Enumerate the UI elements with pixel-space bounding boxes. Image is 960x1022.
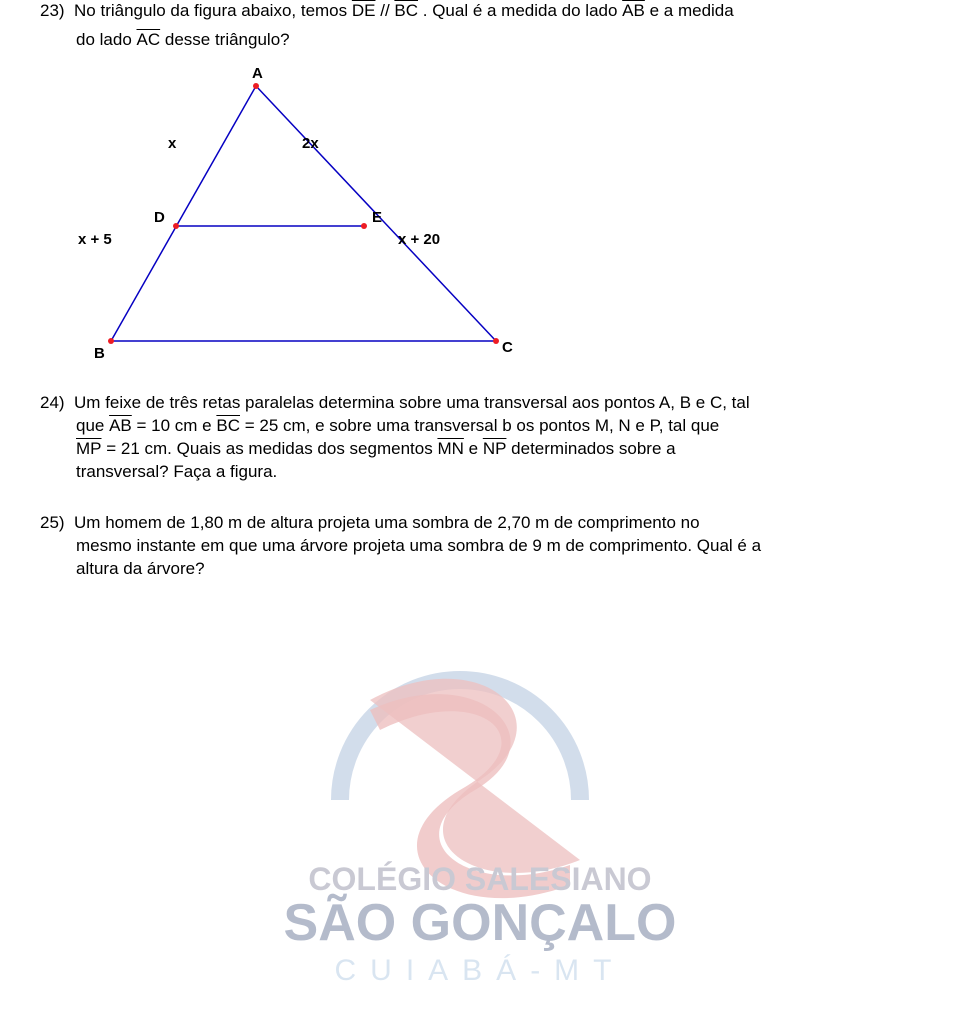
q25-block: 25) Um homem de 1,80 m de altura projeta…	[40, 512, 920, 581]
seg-BC: BC	[394, 0, 418, 23]
q24-l2a: que	[76, 416, 109, 435]
q25-l3: altura da árvore?	[76, 559, 205, 578]
q24-line4: transversal? Faça a figura.	[40, 461, 920, 484]
q25-l1: Um homem de 1,80 m de altura projeta uma…	[74, 513, 700, 532]
q23-text-d: e a medida	[650, 1, 734, 20]
q24-line2: que AB = 10 cm e BC = 25 cm, e sobre uma…	[40, 415, 920, 438]
q25-line2: mesmo instante em que uma árvore projeta…	[40, 535, 920, 558]
wm-line3: CUIABÁ-MT	[335, 954, 626, 987]
q23-line2: do lado AC desse triângulo?	[40, 29, 920, 52]
triangle-figure: A B C D E x 2x x + 5 x + 20	[76, 66, 536, 366]
q25-line1: 25) Um homem de 1,80 m de altura projeta…	[40, 512, 920, 535]
seg-MN: MN	[437, 438, 463, 461]
q24-block: 24) Um feixe de três retas paralelas det…	[40, 392, 920, 484]
q23-text-c: . Qual é a medida do lado	[423, 1, 622, 20]
label-D: D	[154, 209, 165, 226]
q23-line1: 23) No triângulo da figura abaixo, temos…	[40, 0, 920, 23]
vertex-D-dot	[173, 223, 179, 229]
vertex-E-dot	[361, 223, 367, 229]
q24-number: 24)	[40, 393, 65, 412]
q24-l3b: = 21 cm. Quais as medidas dos segmentos	[106, 439, 437, 458]
edge-AB	[111, 86, 256, 341]
q23-text-f: desse triângulo?	[165, 30, 290, 49]
q23-text-a: No triângulo da figura abaixo, temos	[74, 1, 352, 20]
watermark-svg: COLÉGIO SALESIANO SÃO GONÇALO CUIABÁ-MT	[220, 590, 740, 1010]
q25-l2: mesmo instante em que uma árvore projeta…	[76, 536, 761, 555]
label-B: B	[94, 345, 105, 362]
q25-number: 25)	[40, 513, 65, 532]
q24-l3c: e	[469, 439, 483, 458]
seg-AC: AC	[137, 29, 161, 52]
wm-line2: SÃO GONÇALO	[284, 893, 677, 952]
label-x: x	[168, 135, 177, 152]
seg-NP: NP	[483, 438, 507, 461]
q24-l1: Um feixe de três retas paralelas determi…	[74, 393, 750, 412]
q23-text-b: //	[380, 1, 394, 20]
label-2x: 2x	[302, 135, 319, 152]
q23-number: 23)	[40, 1, 65, 20]
q24-l2c: = 25 cm, e sobre uma transversal b os po…	[245, 416, 720, 435]
q23-text-e: do lado	[76, 30, 137, 49]
seg-AB: AB	[622, 0, 645, 23]
seg-MP: MP	[76, 438, 102, 461]
page-content: 23) No triângulo da figura abaixo, temos…	[0, 0, 960, 580]
label-xp5: x + 5	[78, 231, 112, 248]
q24-l4: transversal? Faça a figura.	[76, 462, 277, 481]
q24-l2b: = 10 cm e	[137, 416, 217, 435]
seg-DE: DE	[352, 0, 376, 23]
label-E: E	[372, 209, 382, 226]
seg-BC2: BC	[216, 415, 240, 438]
q24-line3: MP = 21 cm. Quais as medidas dos segment…	[40, 438, 920, 461]
seg-AB2: AB	[109, 415, 132, 438]
label-C: C	[502, 339, 513, 356]
vertex-B-dot	[108, 338, 114, 344]
q25-line3: altura da árvore?	[40, 558, 920, 581]
watermark-logo: COLÉGIO SALESIANO SÃO GONÇALO CUIABÁ-MT	[220, 590, 740, 1010]
vertex-C-dot	[493, 338, 499, 344]
q24-l3d: determinados sobre a	[511, 439, 675, 458]
label-xp20: x + 20	[398, 231, 440, 248]
vertex-A-dot	[253, 83, 259, 89]
label-A: A	[252, 66, 263, 82]
q24-line1: 24) Um feixe de três retas paralelas det…	[40, 392, 920, 415]
wm-line1: COLÉGIO SALESIANO	[308, 861, 651, 897]
